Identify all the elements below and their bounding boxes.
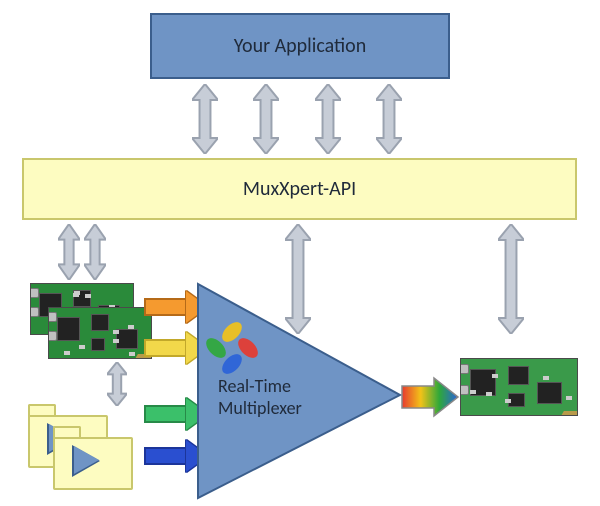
multiplexer-label-1: Real-Time <box>218 375 291 397</box>
double-arrow-icon <box>84 224 106 280</box>
folder-icon <box>53 424 133 490</box>
input-arrow-icon <box>144 405 186 423</box>
input-arrow-icon <box>144 339 186 357</box>
double-arrow-icon <box>192 84 218 154</box>
your-application-label: Your Application <box>234 34 366 58</box>
double-arrow-icon <box>315 84 341 154</box>
diagram-canvas: Your Application MuxXpert-API Real-Time … <box>0 0 600 506</box>
input-arrow-icon <box>144 447 186 465</box>
double-arrow-icon <box>253 84 279 154</box>
pcb-card-icon <box>460 358 578 416</box>
double-arrow-icon <box>498 224 524 334</box>
input-arrow-icon <box>144 298 186 316</box>
double-arrow-icon <box>107 362 127 406</box>
double-arrow-icon <box>58 224 80 280</box>
your-application-box: Your Application <box>150 13 450 79</box>
double-arrow-icon <box>376 84 402 154</box>
multiplexer-label-2: Multiplexer <box>218 397 302 419</box>
pcb-card-icon <box>48 307 152 359</box>
multiplexer-logo-icon <box>203 319 262 378</box>
muxxpert-api-label: MuxXpert-API <box>243 177 356 201</box>
double-arrow-icon <box>285 224 311 334</box>
muxxpert-api-box: MuxXpert-API <box>22 158 577 220</box>
